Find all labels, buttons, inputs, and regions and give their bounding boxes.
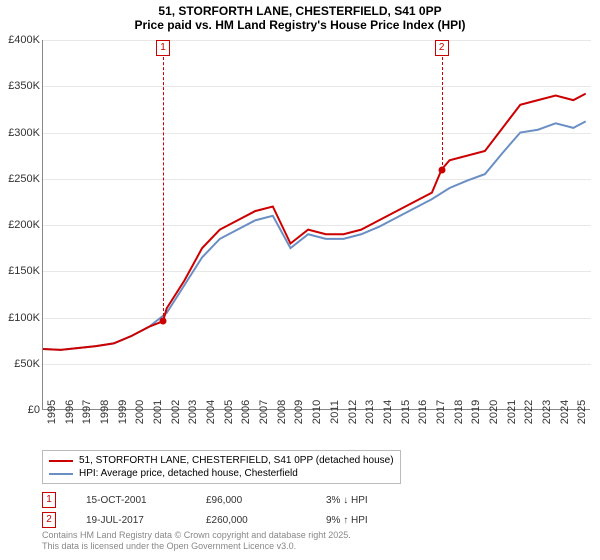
x-tick-label: 2013 bbox=[364, 400, 376, 424]
x-tick-label: 2014 bbox=[382, 400, 394, 424]
y-tick-label: £50K bbox=[0, 358, 40, 370]
plot-area: 12 bbox=[42, 40, 590, 410]
marker-box: 2 bbox=[435, 40, 449, 56]
y-tick-label: £0 bbox=[0, 404, 40, 416]
x-tick-label: 2017 bbox=[435, 400, 447, 424]
x-tick-label: 2016 bbox=[417, 400, 429, 424]
sales-table: 1 15-OCT-2001 £96,000 3% ↓ HPI 2 19-JUL-… bbox=[42, 490, 416, 530]
x-tick-label: 2003 bbox=[187, 400, 199, 424]
x-tick-label: 2007 bbox=[258, 400, 270, 424]
x-tick-label: 2022 bbox=[523, 400, 535, 424]
series-hpi bbox=[43, 121, 586, 349]
x-tick-label: 2002 bbox=[170, 400, 182, 424]
legend-label-2: HPI: Average price, detached house, Ches… bbox=[79, 468, 298, 479]
sale-delta: 9% ↑ HPI bbox=[326, 515, 416, 526]
sale-price: £260,000 bbox=[206, 515, 296, 526]
x-tick-label: 2010 bbox=[311, 400, 323, 424]
x-tick-label: 2018 bbox=[453, 400, 465, 424]
marker-line bbox=[442, 42, 443, 170]
sale-date: 15-OCT-2001 bbox=[86, 495, 176, 506]
x-tick-label: 2000 bbox=[134, 400, 146, 424]
x-tick-label: 2021 bbox=[506, 400, 518, 424]
legend-row: 51, STORFORTH LANE, CHESTERFIELD, S41 0P… bbox=[49, 454, 394, 467]
y-tick-label: £400K bbox=[0, 34, 40, 46]
marker-line bbox=[163, 42, 164, 321]
x-tick-label: 2001 bbox=[152, 400, 164, 424]
title-line-1: 51, STORFORTH LANE, CHESTERFIELD, S41 0P… bbox=[0, 4, 600, 18]
marker-box: 1 bbox=[156, 40, 170, 56]
legend-swatch-2 bbox=[49, 473, 73, 475]
y-tick-label: £200K bbox=[0, 219, 40, 231]
legend: 51, STORFORTH LANE, CHESTERFIELD, S41 0P… bbox=[42, 450, 401, 484]
sale-date: 19-JUL-2017 bbox=[86, 515, 176, 526]
x-tick-label: 2019 bbox=[470, 400, 482, 424]
x-tick-label: 2012 bbox=[347, 400, 359, 424]
x-tick-label: 1996 bbox=[64, 400, 76, 424]
sale-price: £96,000 bbox=[206, 495, 296, 506]
x-tick-label: 1998 bbox=[99, 400, 111, 424]
sale-marker-1: 1 bbox=[42, 492, 56, 508]
title-line-2: Price paid vs. HM Land Registry's House … bbox=[0, 18, 600, 32]
legend-row: HPI: Average price, detached house, Ches… bbox=[49, 467, 394, 480]
chart-lines bbox=[43, 40, 591, 410]
x-tick-label: 2004 bbox=[205, 400, 217, 424]
x-tick-label: 2020 bbox=[488, 400, 500, 424]
footer-line-1: Contains HM Land Registry data © Crown c… bbox=[42, 530, 351, 541]
chart-area: 12 bbox=[42, 40, 590, 410]
y-tick-label: £100K bbox=[0, 312, 40, 324]
footer: Contains HM Land Registry data © Crown c… bbox=[42, 530, 351, 552]
sales-row: 1 15-OCT-2001 £96,000 3% ↓ HPI bbox=[42, 490, 416, 510]
x-tick-label: 2006 bbox=[240, 400, 252, 424]
sale-delta: 3% ↓ HPI bbox=[326, 495, 416, 506]
chart-container: 51, STORFORTH LANE, CHESTERFIELD, S41 0P… bbox=[0, 0, 600, 560]
y-tick-label: £350K bbox=[0, 80, 40, 92]
x-tick-label: 2024 bbox=[559, 400, 571, 424]
x-tick-label: 2011 bbox=[329, 400, 341, 424]
sales-row: 2 19-JUL-2017 £260,000 9% ↑ HPI bbox=[42, 510, 416, 530]
footer-line-2: This data is licensed under the Open Gov… bbox=[42, 541, 351, 552]
legend-label-1: 51, STORFORTH LANE, CHESTERFIELD, S41 0P… bbox=[79, 455, 394, 466]
series-price_paid bbox=[43, 94, 586, 350]
x-tick-label: 2023 bbox=[541, 400, 553, 424]
y-tick-label: £250K bbox=[0, 173, 40, 185]
x-tick-label: 2005 bbox=[223, 400, 235, 424]
x-tick-label: 1995 bbox=[46, 400, 58, 424]
x-tick-label: 2008 bbox=[276, 400, 288, 424]
legend-swatch-1 bbox=[49, 460, 73, 462]
y-tick-label: £300K bbox=[0, 127, 40, 139]
sale-marker-2: 2 bbox=[42, 512, 56, 528]
title-block: 51, STORFORTH LANE, CHESTERFIELD, S41 0P… bbox=[0, 0, 600, 34]
x-tick-label: 2025 bbox=[576, 400, 588, 424]
x-tick-label: 1999 bbox=[117, 400, 129, 424]
y-tick-label: £150K bbox=[0, 265, 40, 277]
x-tick-label: 2009 bbox=[293, 400, 305, 424]
x-tick-label: 2015 bbox=[400, 400, 412, 424]
x-tick-label: 1997 bbox=[81, 400, 93, 424]
